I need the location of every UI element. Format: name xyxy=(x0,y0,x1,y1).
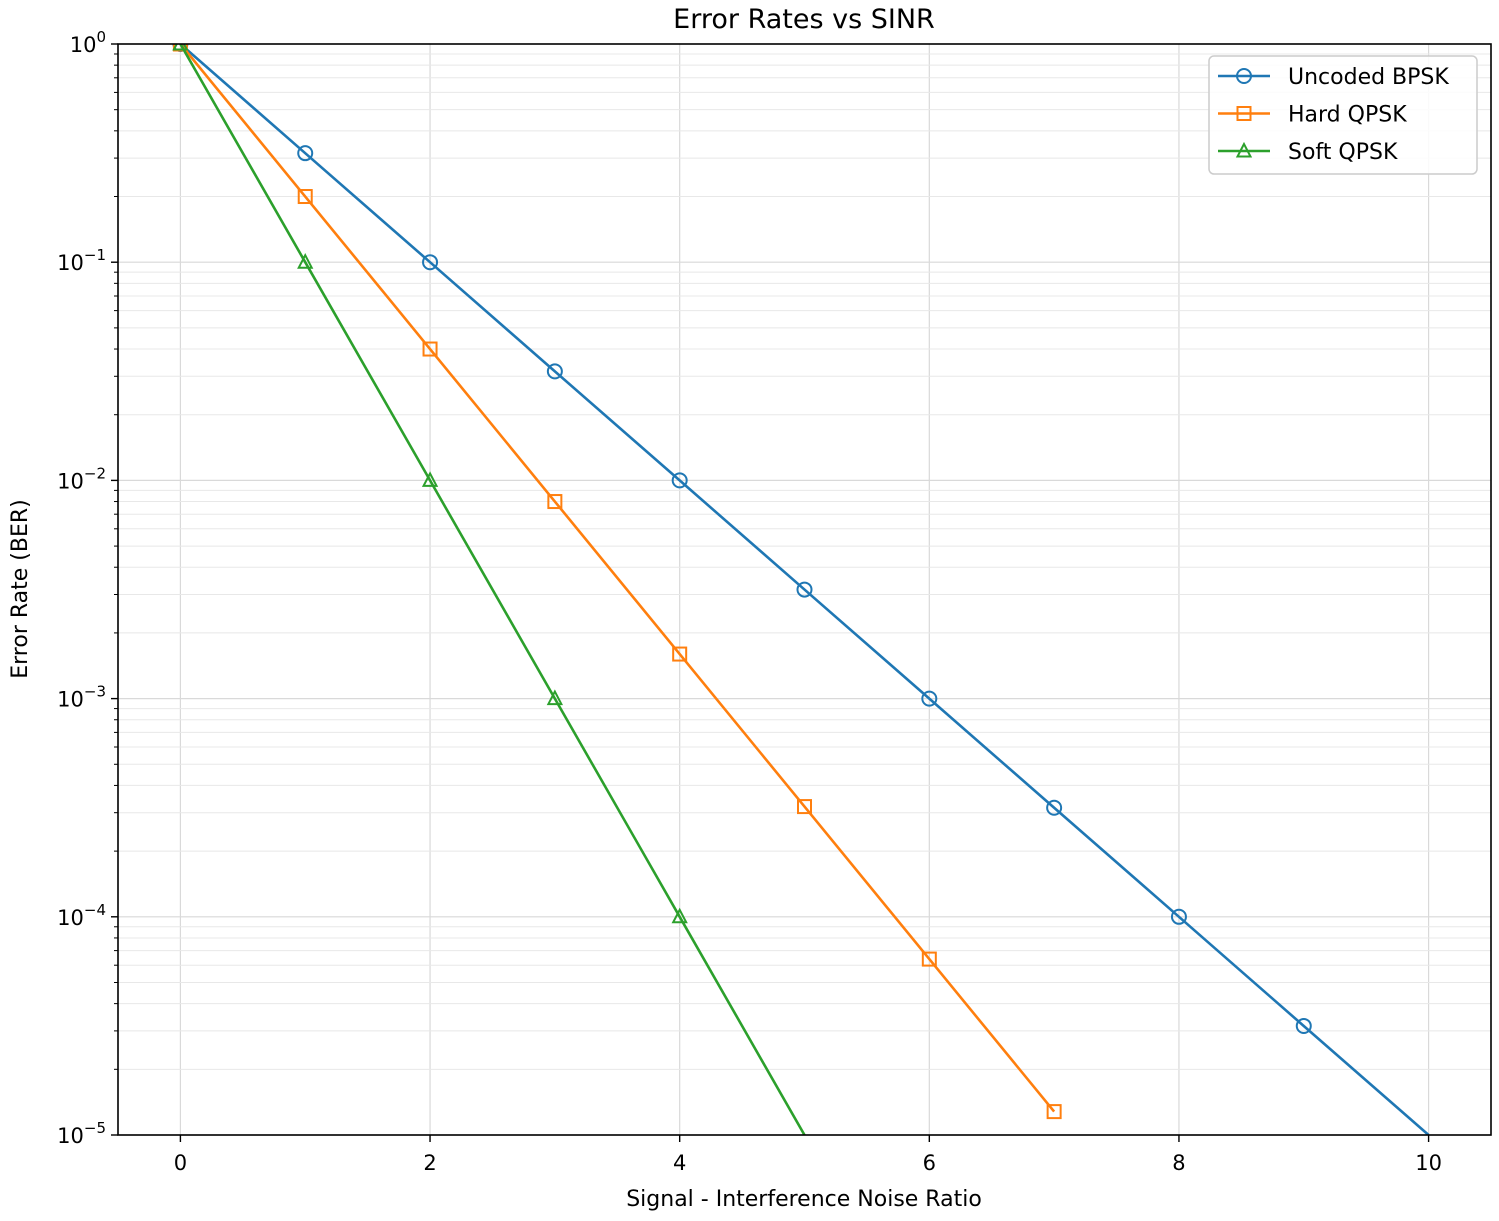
data-point-uncoded-bpsk xyxy=(921,690,938,707)
x-tick-label: 8 xyxy=(1172,1151,1185,1175)
legend-marker xyxy=(1235,141,1253,158)
y-tick-label: 10−4 xyxy=(57,901,106,930)
data-point-uncoded-bpsk xyxy=(1046,799,1063,816)
x-tick-label: 4 xyxy=(673,1151,686,1175)
legend-box xyxy=(1208,55,1478,175)
data-point-uncoded-bpsk xyxy=(1170,908,1187,925)
axes: 0 2 4 6 8 10 100 10−1 10−2 10−3 10−4 10−5 xyxy=(57,28,1442,1175)
legend: Uncoded BPSK Hard QPSK Soft QPSK xyxy=(1208,55,1478,175)
data-point-hard-qpsk xyxy=(921,951,937,967)
series-line-soft-qpsk xyxy=(179,44,806,1135)
data-point-hard-qpsk xyxy=(297,189,313,205)
legend-marker xyxy=(1236,106,1252,121)
data-point-hard-qpsk xyxy=(672,646,688,662)
plot-frame xyxy=(117,43,1492,1136)
legend-label: Uncoded BPSK xyxy=(1288,65,1449,90)
data-point-uncoded-bpsk xyxy=(796,581,813,598)
legend-label: Hard QPSK xyxy=(1288,103,1407,128)
y-tick-label: 10−2 xyxy=(57,464,106,493)
legend-entry-uncoded-bpsk: Uncoded BPSK xyxy=(1218,65,1449,90)
data-point-hard-qpsk xyxy=(1046,1104,1062,1120)
data-point-soft-qpsk xyxy=(172,44,189,51)
data-point-soft-qpsk xyxy=(421,471,439,487)
series-soft-qpsk xyxy=(172,44,806,1135)
series-line-uncoded-bpsk xyxy=(179,44,1430,1135)
data-point-uncoded-bpsk xyxy=(297,145,314,162)
data-point-uncoded-bpsk xyxy=(422,254,439,271)
data-point-soft-qpsk xyxy=(671,907,688,924)
data-point-soft-qpsk xyxy=(546,689,564,706)
data-point-hard-qpsk xyxy=(422,341,438,357)
data-point-hard-qpsk xyxy=(797,799,812,815)
x-tick-label: 2 xyxy=(423,1151,436,1175)
x-tick-label: 6 xyxy=(923,1151,936,1175)
y-tick-label: 10−5 xyxy=(57,1119,106,1148)
y-tick-label: 100 xyxy=(70,28,106,57)
y-axis-label: Error Rate (BER) xyxy=(8,499,33,679)
y-tick-label: 10−1 xyxy=(57,246,106,275)
data-point-uncoded-bpsk xyxy=(546,363,563,380)
data-point-hard-qpsk xyxy=(547,494,563,510)
series-line-hard-qpsk xyxy=(179,44,1056,1113)
legend-marker xyxy=(1236,68,1252,84)
series-layer xyxy=(172,44,1430,1135)
x-tick-label: 0 xyxy=(174,1151,187,1175)
chart-title: Error Rates vs SINR xyxy=(673,4,935,35)
y-tick-label: 10−3 xyxy=(57,683,106,712)
x-axis-label: Signal - Interference Noise Ratio xyxy=(626,1187,982,1212)
legend-entry-soft-qpsk: Soft QPSK xyxy=(1218,140,1398,165)
legend-label: Soft QPSK xyxy=(1288,140,1398,165)
legend-entry-hard-qpsk: Hard QPSK xyxy=(1218,103,1407,128)
x-tick-label: 10 xyxy=(1415,1151,1442,1175)
data-point-uncoded-bpsk xyxy=(1295,1017,1312,1034)
data-point-soft-qpsk xyxy=(297,253,314,269)
data-point-uncoded-bpsk xyxy=(671,472,688,489)
